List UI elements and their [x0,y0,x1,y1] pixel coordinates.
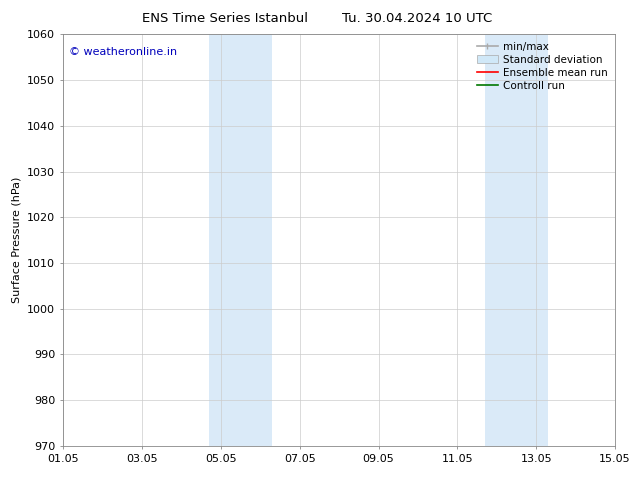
Y-axis label: Surface Pressure (hPa): Surface Pressure (hPa) [11,177,22,303]
Legend: min/max, Standard deviation, Ensemble mean run, Controll run: min/max, Standard deviation, Ensemble me… [473,37,612,95]
Bar [485,34,548,446]
Text: © weatheronline.in: © weatheronline.in [69,47,177,57]
Text: ENS Time Series Istanbul        Tu. 30.04.2024 10 UTC: ENS Time Series Istanbul Tu. 30.04.2024 … [142,12,492,25]
Bar [209,34,272,446]
